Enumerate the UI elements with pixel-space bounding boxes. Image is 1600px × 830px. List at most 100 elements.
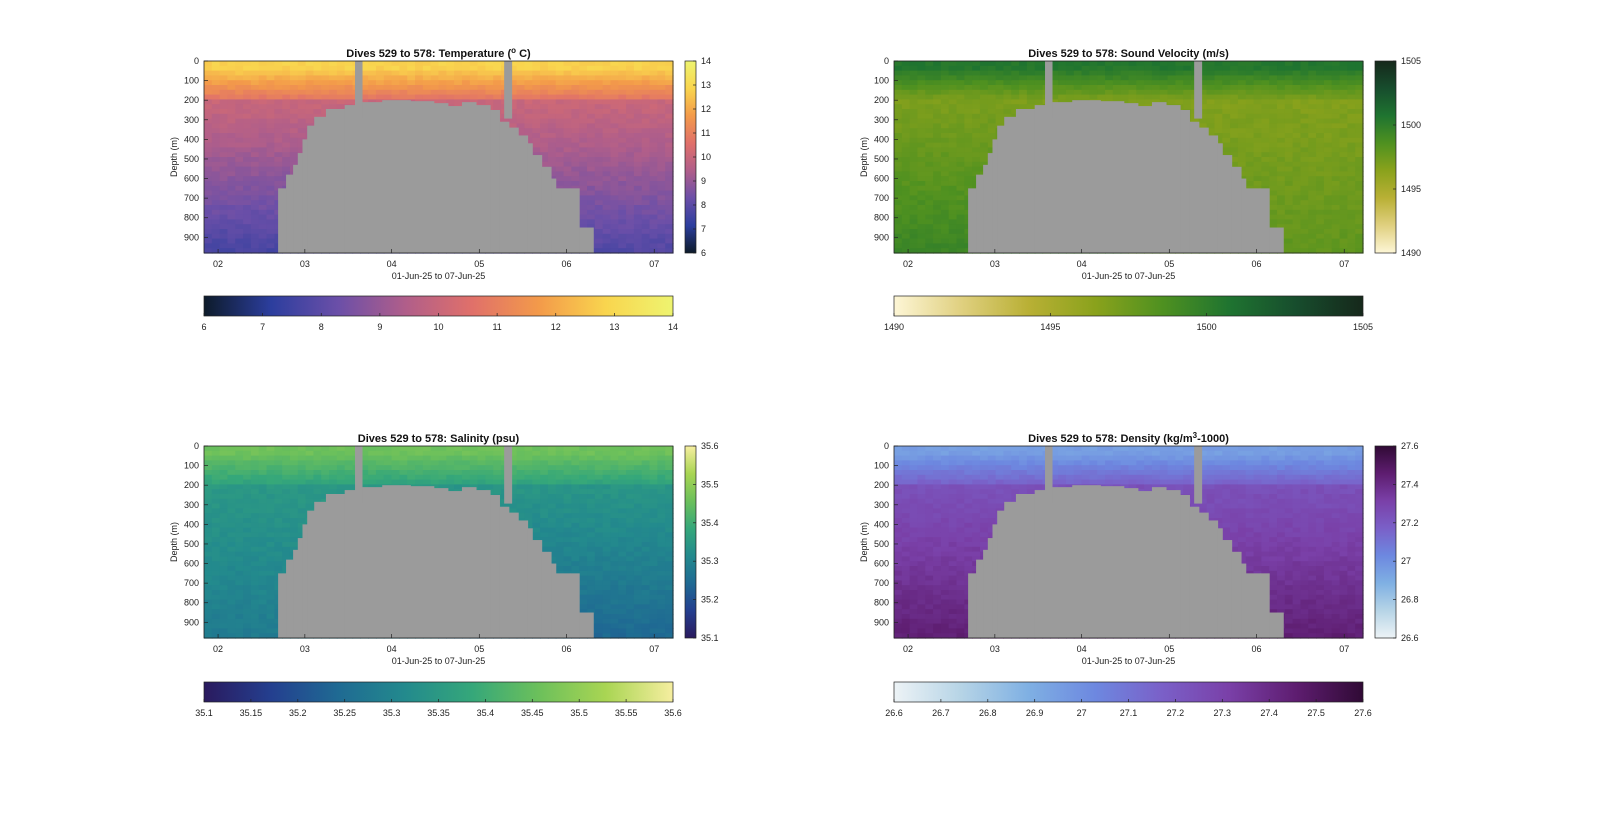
heatmap-cell bbox=[1222, 85, 1231, 91]
mask-block bbox=[1180, 109, 1190, 253]
heatmap-cell bbox=[1347, 238, 1356, 244]
heatmap-cell bbox=[979, 142, 989, 148]
heatmap-cell bbox=[336, 61, 346, 67]
heatmap-cell bbox=[979, 133, 989, 139]
heatmap-cell bbox=[1323, 195, 1333, 201]
heatmap-cell bbox=[329, 85, 338, 91]
heatmap-cell bbox=[1206, 65, 1216, 72]
heatmap-cell bbox=[258, 113, 268, 120]
heatmap-cell bbox=[917, 224, 926, 230]
heatmap-cell bbox=[1339, 99, 1348, 105]
heatmap-cell bbox=[1269, 137, 1278, 144]
heatmap-cell bbox=[665, 200, 674, 206]
heatmap-cell bbox=[1269, 123, 1278, 129]
heatmap-cell bbox=[211, 142, 221, 148]
heatmap-cell bbox=[399, 65, 408, 72]
heatmap-cell bbox=[1222, 123, 1231, 129]
heatmap-cell bbox=[1097, 80, 1106, 86]
heatmap-cell bbox=[524, 61, 533, 67]
heatmap-cell bbox=[610, 118, 619, 124]
heatmap-cell bbox=[940, 185, 950, 192]
heatmap-cell bbox=[250, 229, 260, 235]
heatmap-cell bbox=[979, 152, 989, 158]
heatmap-cell bbox=[1237, 118, 1247, 124]
heatmap-cell bbox=[211, 205, 221, 211]
heatmap-cell bbox=[1230, 113, 1239, 120]
mask-block bbox=[278, 188, 287, 253]
heatmap-cell bbox=[1003, 61, 1012, 67]
heatmap-cell bbox=[972, 171, 981, 177]
heatmap-cell bbox=[1300, 137, 1309, 144]
heatmap-cell bbox=[1261, 157, 1270, 163]
heatmap-cell bbox=[626, 65, 635, 72]
heatmap-cell bbox=[940, 166, 950, 172]
heatmap-cell bbox=[649, 195, 658, 201]
heatmap-cell bbox=[925, 243, 934, 249]
heatmap-cell bbox=[1347, 118, 1356, 124]
heatmap-cell bbox=[289, 161, 299, 168]
heatmap-cell bbox=[972, 65, 981, 72]
heatmap-cell bbox=[274, 161, 283, 168]
heatmap-cell bbox=[665, 142, 674, 148]
heatmap-cell bbox=[618, 147, 627, 153]
heatmap-cell bbox=[602, 195, 612, 201]
heatmap-cell bbox=[227, 109, 236, 115]
heatmap-cell bbox=[250, 99, 260, 105]
heatmap-cell bbox=[235, 229, 244, 235]
heatmap-cell bbox=[594, 70, 604, 76]
heatmap-cell bbox=[282, 113, 291, 120]
heatmap-cell bbox=[1237, 152, 1247, 158]
heatmap-cell bbox=[594, 219, 604, 225]
heatmap-cell bbox=[894, 70, 903, 76]
heatmap-cell bbox=[1198, 70, 1208, 76]
heatmap-cell bbox=[909, 195, 919, 201]
heatmap-cell bbox=[305, 85, 315, 91]
heatmap-cell bbox=[987, 99, 997, 105]
heatmap-cell bbox=[258, 89, 268, 96]
heatmap-cell bbox=[1284, 152, 1294, 158]
heatmap-cell bbox=[547, 70, 557, 76]
heatmap-cell bbox=[626, 161, 635, 168]
heatmap-cell bbox=[917, 85, 926, 91]
heatmap-cell bbox=[948, 128, 958, 134]
heatmap-cell bbox=[227, 133, 236, 139]
heatmap-cell bbox=[415, 89, 424, 96]
heatmap-cell bbox=[665, 176, 674, 182]
heatmap-cell bbox=[1089, 61, 1098, 67]
heatmap-cell bbox=[657, 123, 666, 129]
heatmap-cell bbox=[1323, 171, 1333, 177]
heatmap-cell bbox=[1198, 61, 1208, 67]
heatmap-cell bbox=[1050, 61, 1059, 67]
heatmap-cell bbox=[532, 152, 541, 158]
heatmap-cell bbox=[211, 99, 221, 105]
heatmap-cell bbox=[1355, 89, 1364, 96]
heatmap-cell bbox=[1058, 75, 1067, 81]
heatmap-cell bbox=[1331, 70, 1341, 76]
heatmap-cell bbox=[571, 61, 580, 67]
heatmap-cell bbox=[219, 113, 229, 120]
heatmap-cell bbox=[235, 181, 244, 187]
heatmap-cell bbox=[633, 123, 643, 129]
heatmap-cell bbox=[563, 142, 572, 148]
heatmap-cell bbox=[1355, 166, 1364, 172]
heatmap-cell bbox=[547, 118, 557, 124]
heatmap-cell bbox=[987, 61, 997, 67]
heatmap-cell bbox=[1214, 128, 1223, 134]
heatmap-cell bbox=[917, 152, 926, 158]
heatmap-cell bbox=[258, 152, 268, 158]
heatmap-cell bbox=[1347, 61, 1356, 67]
heatmap-cell bbox=[1144, 89, 1153, 96]
heatmap-cell bbox=[641, 171, 651, 177]
heatmap-cell bbox=[1206, 99, 1216, 105]
heatmap-cell bbox=[649, 233, 658, 240]
heatmap-cell bbox=[1316, 219, 1325, 225]
x-tick-label: 06 bbox=[562, 259, 572, 269]
heatmap-cell bbox=[925, 118, 934, 124]
mask-block bbox=[297, 153, 303, 253]
heatmap-cell bbox=[956, 171, 965, 177]
heatmap-cell bbox=[1198, 99, 1208, 105]
heatmap-cell bbox=[266, 171, 275, 177]
heatmap-cell bbox=[1347, 224, 1356, 230]
heatmap-cell bbox=[909, 185, 919, 192]
heatmap-cell bbox=[1237, 65, 1247, 72]
